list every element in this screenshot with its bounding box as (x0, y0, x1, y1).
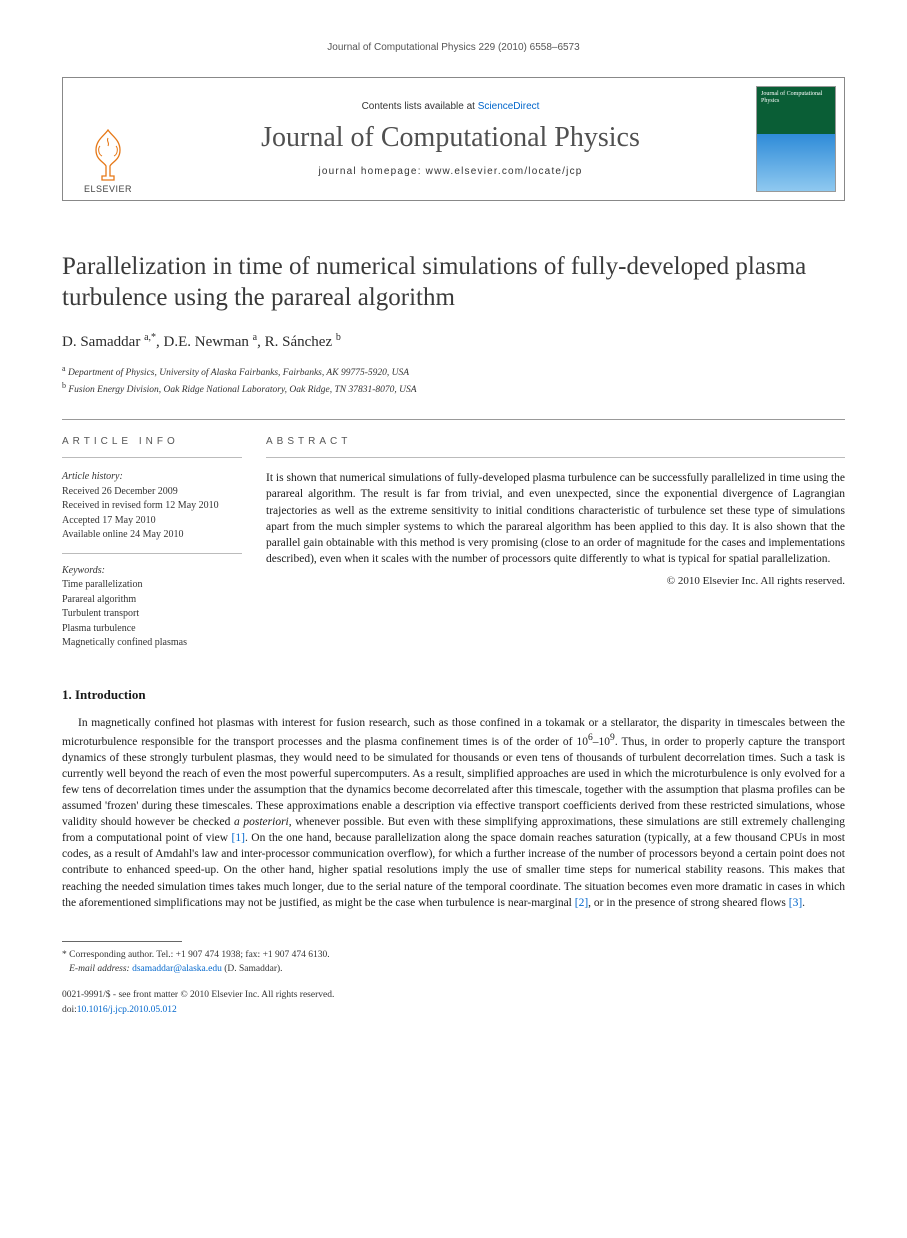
keyword-line: Time parallelization (62, 578, 242, 593)
email-line: E-mail address: dsamaddar@alaska.edu (D.… (62, 962, 845, 976)
cover-title: Journal of Computational Physics (757, 87, 835, 108)
publisher-logo-block: ELSEVIER (63, 78, 153, 200)
homepage-url[interactable]: www.elsevier.com/locate/jcp (426, 166, 583, 177)
citation-link[interactable]: [3] (789, 897, 802, 909)
article-history: Article history: Received 26 December 20… (62, 470, 242, 554)
keyword-line: Turbulent transport (62, 607, 242, 622)
journal-cover-thumb: Journal of Computational Physics (756, 86, 836, 192)
abstract-copyright: © 2010 Elsevier Inc. All rights reserved… (266, 575, 845, 587)
corresponding-author-note: * Corresponding author. Tel.: +1 907 474… (62, 948, 845, 962)
keyword-line: Parareal algorithm (62, 593, 242, 608)
abstract-label: ABSTRACT (266, 436, 845, 458)
issn-copyright-line: 0021-9991/$ - see front matter © 2010 El… (62, 988, 845, 1002)
keywords-block: Keywords: Time parallelizationParareal a… (62, 564, 242, 651)
footnotes: * Corresponding author. Tel.: +1 907 474… (62, 948, 845, 977)
article-title: Parallelization in time of numerical sim… (62, 251, 845, 314)
history-line: Available online 24 May 2010 (62, 528, 242, 543)
journal-name: Journal of Computational Physics (261, 122, 640, 154)
history-heading: Article history: (62, 470, 242, 485)
email-label: E-mail address: (69, 964, 132, 974)
sciencedirect-link[interactable]: ScienceDirect (478, 101, 540, 112)
citation-link[interactable]: [2] (575, 897, 588, 909)
keywords-heading: Keywords: (62, 564, 242, 579)
masthead-center: Contents lists available at ScienceDirec… (153, 78, 748, 200)
journal-homepage: journal homepage: www.elsevier.com/locat… (318, 166, 582, 177)
section-heading: 1. Introduction (62, 687, 845, 703)
abstract-text: It is shown that numerical simulations o… (266, 470, 845, 567)
doi-line: doi:10.1016/j.jcp.2010.05.012 (62, 1003, 845, 1017)
contents-available-line: Contents lists available at ScienceDirec… (362, 101, 540, 112)
page-footer: 0021-9991/$ - see front matter © 2010 El… (62, 988, 845, 1017)
info-abstract-row: ARTICLE INFO Article history: Received 2… (62, 419, 845, 651)
article-info-col: ARTICLE INFO Article history: Received 2… (62, 420, 266, 651)
intro-paragraph: In magnetically confined hot plasmas wit… (62, 715, 845, 911)
history-line: Accepted 17 May 2010 (62, 514, 242, 529)
homepage-prefix: journal homepage: (318, 166, 425, 177)
keyword-line: Magnetically confined plasmas (62, 636, 242, 651)
elsevier-tree-icon (82, 126, 134, 182)
doi-prefix: doi: (62, 1005, 77, 1015)
author-email-link[interactable]: dsamaddar@alaska.edu (132, 964, 222, 974)
footnote-separator (62, 941, 182, 942)
contents-prefix: Contents lists available at (362, 101, 478, 112)
email-suffix: (D. Samaddar). (222, 964, 283, 974)
running-header: Journal of Computational Physics 229 (20… (62, 42, 845, 53)
abstract-col: ABSTRACT It is shown that numerical simu… (266, 420, 845, 651)
section-introduction: 1. Introduction In magnetically confined… (62, 687, 845, 911)
elsevier-label: ELSEVIER (84, 184, 132, 194)
citation-link[interactable]: [1] (232, 832, 245, 844)
journal-masthead: ELSEVIER Contents lists available at Sci… (62, 77, 845, 201)
authors-line: D. Samaddar a,*, D.E. Newman a, R. Sánch… (62, 332, 845, 351)
history-line: Received in revised form 12 May 2010 (62, 499, 242, 514)
article-info-label: ARTICLE INFO (62, 436, 242, 458)
affiliations: a Department of Physics, University of A… (62, 363, 845, 398)
masthead-cover: Journal of Computational Physics (748, 78, 844, 200)
affiliation-line: a Department of Physics, University of A… (62, 363, 845, 380)
doi-link[interactable]: 10.1016/j.jcp.2010.05.012 (77, 1005, 177, 1015)
affiliation-line: b Fusion Energy Division, Oak Ridge Nati… (62, 380, 845, 397)
history-line: Received 26 December 2009 (62, 485, 242, 500)
keyword-line: Plasma turbulence (62, 622, 242, 637)
